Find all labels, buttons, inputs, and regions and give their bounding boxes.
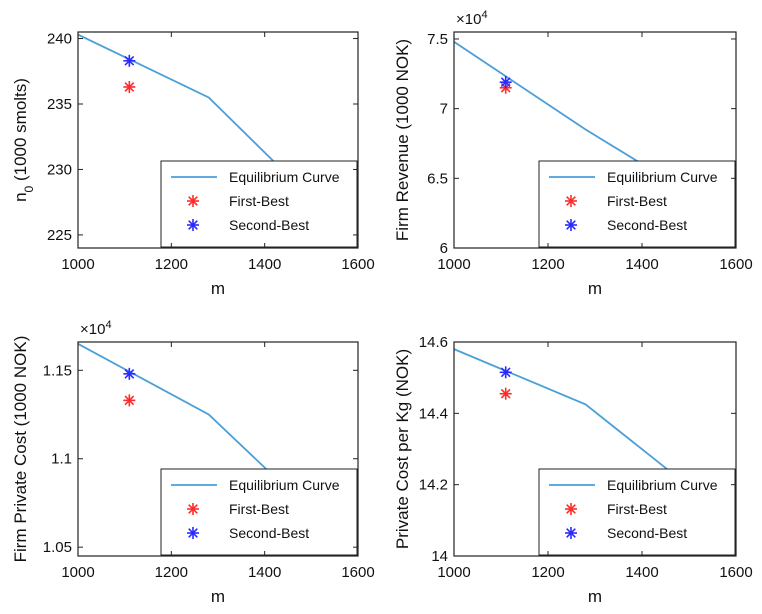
y-tick-label: 6 — [440, 240, 448, 257]
y-tick-label: 7 — [440, 101, 448, 118]
legend-marker-sample — [565, 527, 577, 539]
y-tick-label: 14.6 — [419, 334, 448, 351]
legend-marker-sample — [187, 527, 199, 539]
x-tick-label: 1200 — [155, 256, 188, 273]
x-tick-label: 1400 — [625, 256, 658, 273]
x-tick-label: 1000 — [437, 256, 470, 273]
y-axis-label: Firm Private Cost (1000 NOK) — [11, 336, 30, 563]
legend-entry-label: First-Best — [229, 193, 289, 209]
legend-entry-label: Equilibrium Curve — [607, 169, 718, 185]
legend-marker-sample — [565, 195, 577, 207]
second-best-marker — [123, 367, 136, 380]
x-tick-label: 1200 — [155, 564, 188, 581]
legend-marker-sample — [187, 219, 199, 231]
y-tick-label: 225 — [47, 227, 72, 244]
chart-panel-1: Equilibrium Curve First-Best Second-Best 10… — [11, 31, 375, 298]
second-best-marker — [123, 54, 136, 67]
y-tick-label: 240 — [47, 31, 72, 48]
y-tick-label: 6.5 — [427, 170, 448, 187]
legend-entry-label: First-Best — [607, 501, 667, 517]
first-best-marker — [123, 394, 136, 407]
legend-marker-sample — [187, 195, 199, 207]
legend-entry-label: Second-Best — [607, 525, 687, 541]
legend-entry-label: Second-Best — [607, 217, 687, 233]
x-tick-label: 1400 — [248, 564, 281, 581]
y-tick-label: 14.4 — [419, 405, 448, 422]
x-tick-label: 1600 — [719, 256, 752, 273]
y-axis-label: Private Cost per Kg (NOK) — [393, 349, 412, 549]
y-axis-label: Firm Revenue (1000 NOK) — [393, 39, 412, 241]
y-axis-label: n0 (1000 smolts) — [11, 78, 36, 202]
legend-entry-label: Second-Best — [229, 525, 309, 541]
first-best-marker — [123, 80, 136, 93]
x-tick-label: 1200 — [531, 564, 564, 581]
y-tick-label: 1.15 — [43, 362, 72, 379]
axes-frame — [77, 31, 359, 249]
x-tick-label: 1400 — [625, 564, 658, 581]
y-axis-exponent: ×104 — [456, 9, 488, 28]
y-tick-label: 235 — [47, 96, 72, 113]
x-tick-label: 1000 — [437, 564, 470, 581]
legend: Equilibrium Curve First-Best Second-Best — [160, 468, 358, 556]
chart-panel-3: Equilibrium Curve First-Best Second-Best 10… — [11, 319, 375, 606]
x-axis-label: m — [588, 587, 602, 606]
y-tick-label: 14 — [431, 548, 448, 565]
axes-frame — [453, 31, 737, 249]
x-tick-label: 1000 — [61, 256, 94, 273]
x-axis-label: m — [211, 587, 225, 606]
legend-entry-label: Equilibrium Curve — [607, 477, 718, 493]
legend-marker-sample — [187, 503, 199, 515]
legend-entry-label: Second-Best — [229, 217, 309, 233]
legend: Equilibrium Curve First-Best Second-Best — [538, 160, 736, 248]
chart-panel-4: Equilibrium Curve First-Best Second-Best 10… — [393, 334, 753, 606]
x-tick-label: 1600 — [719, 564, 752, 581]
legend: Equilibrium Curve First-Best Second-Best — [160, 160, 358, 248]
legend-entry-label: Equilibrium Curve — [229, 477, 340, 493]
legend-entry-label: First-Best — [607, 193, 667, 209]
legend: Equilibrium Curve First-Best Second-Best — [538, 468, 736, 556]
second-best-marker — [499, 76, 512, 89]
x-tick-label: 1600 — [341, 256, 374, 273]
axes-frame — [453, 341, 737, 557]
y-tick-label: 230 — [47, 161, 72, 178]
legend-marker-sample — [565, 503, 577, 515]
first-best-marker — [499, 387, 512, 400]
axes-frame — [77, 341, 359, 557]
y-tick-label: 14.2 — [419, 477, 448, 494]
legend-entry-label: First-Best — [229, 501, 289, 517]
x-axis-label: m — [588, 279, 602, 298]
y-axis-exponent: ×104 — [80, 319, 112, 338]
y-tick-label: 7.5 — [427, 31, 448, 48]
x-axis-label: m — [211, 279, 225, 298]
y-tick-label: 1.1 — [51, 451, 72, 468]
x-tick-label: 1000 — [61, 564, 94, 581]
y-tick-label: 1.05 — [43, 539, 72, 556]
legend-marker-sample — [565, 219, 577, 231]
x-tick-label: 1200 — [531, 256, 564, 273]
second-best-marker — [499, 366, 512, 379]
x-tick-label: 1400 — [248, 256, 281, 273]
legend-entry-label: Equilibrium Curve — [229, 169, 340, 185]
x-tick-label: 1600 — [341, 564, 374, 581]
chart-panel-2: Equilibrium Curve First-Best Second-Best 10… — [393, 9, 753, 298]
